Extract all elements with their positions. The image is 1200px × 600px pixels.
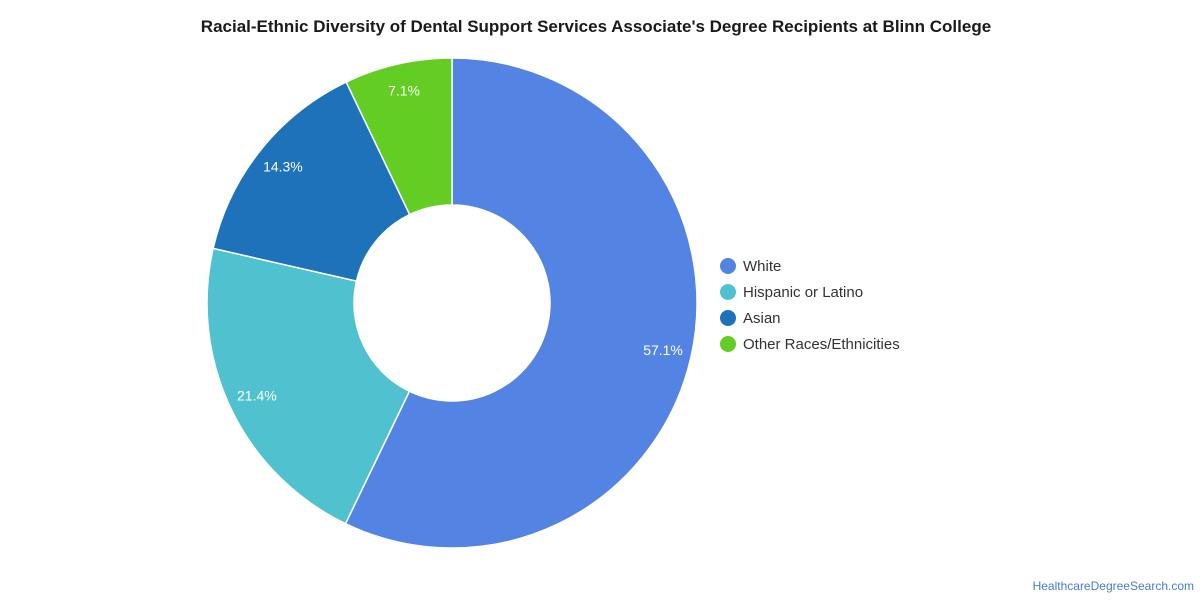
legend-swatch-icon xyxy=(720,336,736,352)
legend-label: White xyxy=(743,257,782,275)
slice-label-other-races-ethnicities: 7.1% xyxy=(388,83,420,99)
legend-swatch-icon xyxy=(720,310,736,326)
slice-asian[interactable] xyxy=(212,81,411,283)
legend-label: Other Races/Ethnicities xyxy=(743,335,900,353)
slice-white[interactable] xyxy=(344,57,698,549)
legend-swatch-icon xyxy=(720,258,736,274)
slice-label-white: 57.1% xyxy=(643,342,683,358)
slices-group xyxy=(206,57,698,549)
credit-link[interactable]: HealthcareDegreeSearch.com xyxy=(1032,579,1194,593)
chart-title: Racial-Ethnic Diversity of Dental Suppor… xyxy=(200,17,992,36)
slice-label-asian: 14.3% xyxy=(263,158,303,174)
legend-item-other-races-ethnicities[interactable]: Other Races/Ethnicities xyxy=(720,331,900,357)
legend-label: Asian xyxy=(743,309,781,327)
legend-item-white[interactable]: White xyxy=(720,253,900,279)
legend-item-hispanic-or-latino[interactable]: Hispanic or Latino xyxy=(720,279,900,305)
legend-item-asian[interactable]: Asian xyxy=(720,305,900,331)
legend: White Hispanic or Latino Asian Other Races/… xyxy=(720,253,900,357)
slice-label-hispanic-or-latino: 21.4% xyxy=(237,388,277,404)
slice-labels-group: 57.1% 21.4% 14.3% 7.1% xyxy=(237,83,683,404)
legend-label: Hispanic or Latino xyxy=(743,283,864,301)
slice-other-races-ethnicities[interactable] xyxy=(345,57,453,216)
legend-swatch-icon xyxy=(720,284,736,300)
slice-hispanic-or-latino[interactable] xyxy=(206,247,411,525)
